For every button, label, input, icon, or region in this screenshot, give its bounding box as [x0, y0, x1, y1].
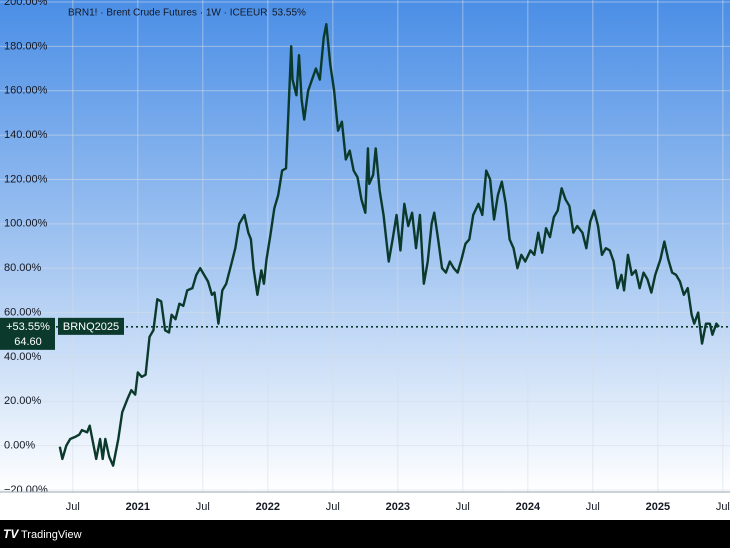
x-tick-label: Jul	[326, 501, 340, 513]
logo-icon: TV	[3, 527, 19, 541]
y-tick-label: 100.00%	[4, 218, 48, 230]
x-axis-area	[0, 492, 730, 520]
footer-brand: TradingView	[21, 529, 82, 541]
y-tick-label: 120.00%	[4, 173, 48, 185]
x-tick-label: 2025	[646, 501, 670, 513]
x-tick-label: 2021	[126, 501, 150, 513]
last-price-label: 64.60	[14, 336, 42, 348]
footer-bar	[0, 520, 730, 548]
symbol-label: BRNQ2025	[63, 321, 119, 333]
y-tick-label: 40.00%	[4, 351, 42, 363]
y-tick-label: 0.00%	[4, 440, 35, 452]
x-tick-label: Jul	[66, 501, 80, 513]
x-tick-label: 2023	[386, 501, 410, 513]
x-tick-label: Jul	[196, 501, 210, 513]
x-tick-label: Jul	[456, 501, 470, 513]
x-tick-label: Jul	[716, 501, 730, 513]
x-tick-label: Jul	[586, 501, 600, 513]
y-tick-label: 140.00%	[4, 129, 48, 141]
symbol-badge	[58, 317, 124, 335]
y-tick-label: 160.00%	[4, 85, 48, 97]
chart-title: BRN1! · Brent Crude Futures · 1W · ICEEU…	[68, 8, 268, 19]
x-tick-label: 2022	[256, 501, 280, 513]
x-tick-label: 2024	[516, 501, 541, 513]
y-tick-label: 180.00%	[4, 40, 48, 52]
y-tick-label: 20.00%	[4, 395, 42, 407]
last-value-badge	[0, 317, 55, 350]
y-tick-label: 80.00%	[4, 262, 42, 274]
y-tick-label: 60.00%	[4, 306, 42, 318]
price-line	[58, 22, 720, 467]
last-change-label: +53.55%	[6, 321, 50, 333]
plot-background	[0, 0, 730, 492]
y-tick-label: 200.00%	[4, 0, 48, 8]
header-value: 53.55%	[272, 8, 306, 19]
